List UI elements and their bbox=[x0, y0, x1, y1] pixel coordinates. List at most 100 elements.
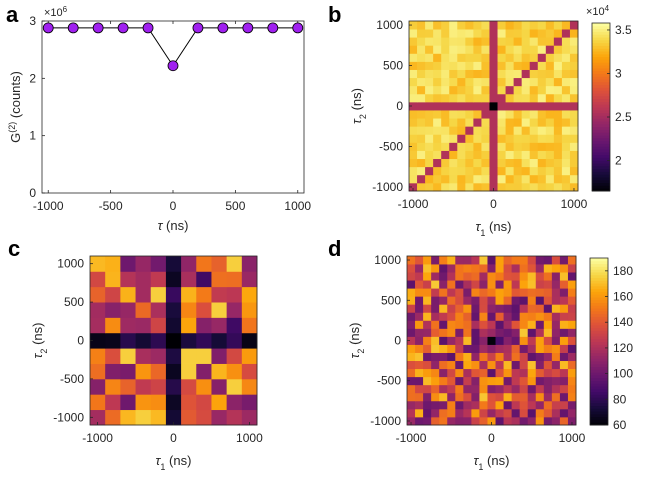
heatmap-cell bbox=[241, 302, 258, 318]
heatmap-cell bbox=[489, 182, 498, 192]
heatmap-cell bbox=[471, 400, 480, 410]
heatmap-cell bbox=[543, 328, 553, 337]
heatmap-cell bbox=[545, 45, 555, 54]
heatmap-cell bbox=[511, 320, 521, 329]
heatmap-cell bbox=[423, 304, 432, 313]
heatmap-cell bbox=[433, 85, 442, 95]
heatmap-cell bbox=[431, 280, 440, 289]
heatmap-cell bbox=[543, 384, 553, 394]
heatmap-cell bbox=[495, 256, 504, 265]
heatmap-cell bbox=[497, 61, 506, 70]
heatmap-cell bbox=[431, 384, 440, 394]
heatmap-cell bbox=[423, 272, 432, 281]
heatmap-cell bbox=[495, 344, 504, 353]
y-axis-sub: 2 bbox=[39, 349, 49, 354]
heatmap-cell bbox=[505, 45, 515, 54]
heatmap-cell bbox=[521, 53, 531, 62]
heatmap-cell bbox=[415, 312, 424, 321]
heatmap-cell bbox=[90, 363, 106, 380]
y-axis-unit: (counts) bbox=[8, 71, 23, 122]
heatmap-cell bbox=[181, 394, 197, 411]
heatmap-cell bbox=[417, 29, 426, 38]
data-point bbox=[142, 22, 154, 34]
colorbar-segment bbox=[590, 352, 608, 356]
colorbar-segment bbox=[590, 299, 608, 304]
heatmap-cell bbox=[513, 101, 523, 111]
heatmap-cell bbox=[535, 288, 545, 297]
heatmap-cell bbox=[495, 296, 504, 305]
heatmap-cell bbox=[433, 53, 442, 62]
heatmap-cell bbox=[553, 110, 563, 119]
heatmap-cell bbox=[503, 400, 513, 410]
heatmap-cell bbox=[495, 264, 504, 273]
colorbar-segment bbox=[592, 135, 610, 139]
heatmap-cell bbox=[519, 408, 529, 418]
heatmap-cell bbox=[537, 77, 547, 87]
colorbar-segment bbox=[590, 383, 608, 387]
heatmap-cell bbox=[545, 174, 555, 184]
heatmap-cell bbox=[439, 296, 448, 305]
colorbar-exponent-power: 4 bbox=[605, 4, 610, 13]
heatmap-cell bbox=[415, 392, 424, 402]
heatmap-cell bbox=[423, 312, 432, 321]
heatmap-cell bbox=[441, 182, 450, 192]
heatmap-cell bbox=[513, 21, 523, 30]
heatmap-cell bbox=[513, 45, 523, 54]
colorbar-segment bbox=[590, 405, 608, 409]
heatmap-cell bbox=[441, 126, 450, 135]
heatmap-cell bbox=[535, 256, 545, 265]
heatmap-cell bbox=[120, 378, 136, 395]
heatmap-cell bbox=[423, 256, 432, 265]
heatmap-cell bbox=[487, 368, 496, 378]
colorbar-segment bbox=[590, 333, 608, 337]
heatmap-cell bbox=[495, 416, 504, 426]
heatmap-cell bbox=[537, 29, 547, 38]
heatmap-cell bbox=[529, 182, 539, 192]
heatmap-cell bbox=[511, 376, 521, 386]
colorbar-segment bbox=[590, 341, 608, 345]
heatmap-cell bbox=[559, 408, 569, 418]
heatmap-cell bbox=[449, 53, 458, 62]
y-tick-label: 0 bbox=[77, 334, 84, 348]
heatmap-cell bbox=[105, 394, 121, 411]
heatmap-cell bbox=[545, 182, 555, 192]
heatmap-cell bbox=[196, 302, 212, 318]
colorbar-segment bbox=[592, 143, 610, 147]
heatmap-cell bbox=[457, 118, 466, 127]
heatmap-cell bbox=[441, 61, 450, 70]
heatmap-cell bbox=[473, 110, 482, 119]
colorbar-tick-label: 160 bbox=[613, 290, 633, 304]
heatmap-cell bbox=[489, 29, 498, 38]
heatmap-cell bbox=[447, 328, 456, 337]
heatmap-cell bbox=[497, 69, 506, 79]
heatmap-cell bbox=[535, 336, 545, 345]
heatmap-cell bbox=[449, 45, 458, 54]
heatmap-cell bbox=[447, 352, 456, 362]
data-point bbox=[42, 22, 54, 34]
heatmap-cell bbox=[505, 174, 515, 184]
data-point bbox=[117, 22, 129, 34]
heatmap-cell bbox=[543, 344, 553, 353]
heatmap-cell bbox=[226, 332, 243, 349]
heatmap-cell bbox=[497, 158, 506, 168]
heatmap-cell bbox=[407, 296, 416, 305]
heatmap-cell bbox=[543, 360, 553, 370]
colorbar-segment bbox=[590, 355, 608, 359]
heatmap-cell bbox=[455, 360, 464, 370]
colorbar-segment bbox=[592, 171, 610, 175]
heatmap-cell bbox=[537, 69, 547, 79]
heatmap-cell bbox=[439, 376, 448, 386]
heatmap-cell bbox=[503, 296, 513, 305]
heatmap-cell bbox=[90, 256, 106, 272]
heatmap-cell bbox=[529, 166, 539, 176]
heatmap-cell bbox=[433, 166, 442, 176]
heatmap-cell bbox=[553, 166, 563, 176]
heatmap-cell bbox=[415, 288, 424, 297]
heatmap-cell bbox=[425, 77, 434, 87]
heatmap-cell bbox=[511, 312, 521, 321]
heatmap-cell bbox=[519, 256, 529, 265]
x-axis-sub: 1 bbox=[480, 228, 485, 238]
heatmap-cell bbox=[495, 272, 504, 281]
heatmap-cell bbox=[441, 85, 450, 95]
heatmap-cell bbox=[105, 271, 121, 288]
